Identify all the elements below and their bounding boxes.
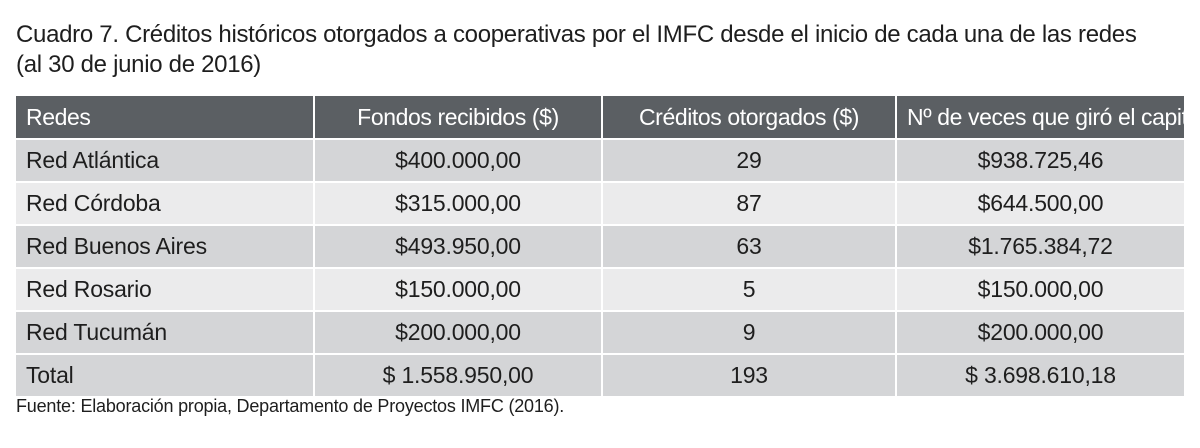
total-label: Total <box>16 353 314 396</box>
cell-fondos: $400.000,00 <box>313 138 602 182</box>
table-row: Red Rosario $150.000,00 5 $150.000,00 <box>16 267 1184 311</box>
cell-fondos: $150.000,00 <box>313 267 602 311</box>
source-note: Fuente: Elaboración propia, Departamento… <box>16 396 565 416</box>
cell-capital: $938.725,46 <box>895 138 1184 182</box>
cell-creditos: 87 <box>601 181 896 225</box>
cell-creditos: 5 <box>601 267 896 311</box>
table-row: Red Atlántica $400.000,00 29 $938.725,46 <box>16 138 1184 182</box>
cell-red: Red Tucumán <box>16 310 314 354</box>
cell-capital: $200.000,00 <box>895 310 1184 354</box>
header-creditos-otorgados: Créditos otorgados ($) <box>601 96 896 139</box>
cell-red: Red Buenos Aires <box>16 224 314 268</box>
table-row: Red Córdoba $315.000,00 87 $644.500,00 <box>16 181 1184 225</box>
cell-creditos: 9 <box>601 310 896 354</box>
cell-creditos: 63 <box>601 224 896 268</box>
table-caption: Cuadro 7. Créditos históricos otorgados … <box>16 20 1186 80</box>
cell-capital: $644.500,00 <box>895 181 1184 225</box>
caption-line-2: (al 30 de junio de 2016) <box>16 51 261 78</box>
total-row: Total $ 1.558.950,00 193 $ 3.698.610,18 <box>16 353 1184 396</box>
cell-red: Red Córdoba <box>16 181 314 225</box>
header-row: Redes Fondos recibidos ($) Créditos otor… <box>16 96 1184 139</box>
cell-fondos: $315.000,00 <box>313 181 602 225</box>
header-redes: Redes <box>16 96 314 139</box>
cell-fondos: $200.000,00 <box>313 310 602 354</box>
table-row: Red Buenos Aires $493.950,00 63 $1.765.3… <box>16 224 1184 268</box>
table-row: Red Tucumán $200.000,00 9 $200.000,00 <box>16 310 1184 354</box>
total-creditos: 193 <box>601 353 896 396</box>
cell-capital: $1.765.384,72 <box>895 224 1184 268</box>
caption-line-1: Cuadro 7. Créditos históricos otorgados … <box>16 21 1137 48</box>
total-fondos: $ 1.558.950,00 <box>313 353 602 396</box>
cell-red: Red Rosario <box>16 267 314 311</box>
cell-capital: $150.000,00 <box>895 267 1184 311</box>
total-capital: $ 3.698.610,18 <box>895 353 1184 396</box>
cell-red: Red Atlántica <box>16 138 314 182</box>
header-veces-giro-capital: Nº de veces que giró el capital <box>895 96 1184 139</box>
credits-table: Redes Fondos recibidos ($) Créditos otor… <box>16 96 1184 396</box>
cell-fondos: $493.950,00 <box>313 224 602 268</box>
header-fondos-recibidos: Fondos recibidos ($) <box>313 96 602 139</box>
cell-creditos: 29 <box>601 138 896 182</box>
